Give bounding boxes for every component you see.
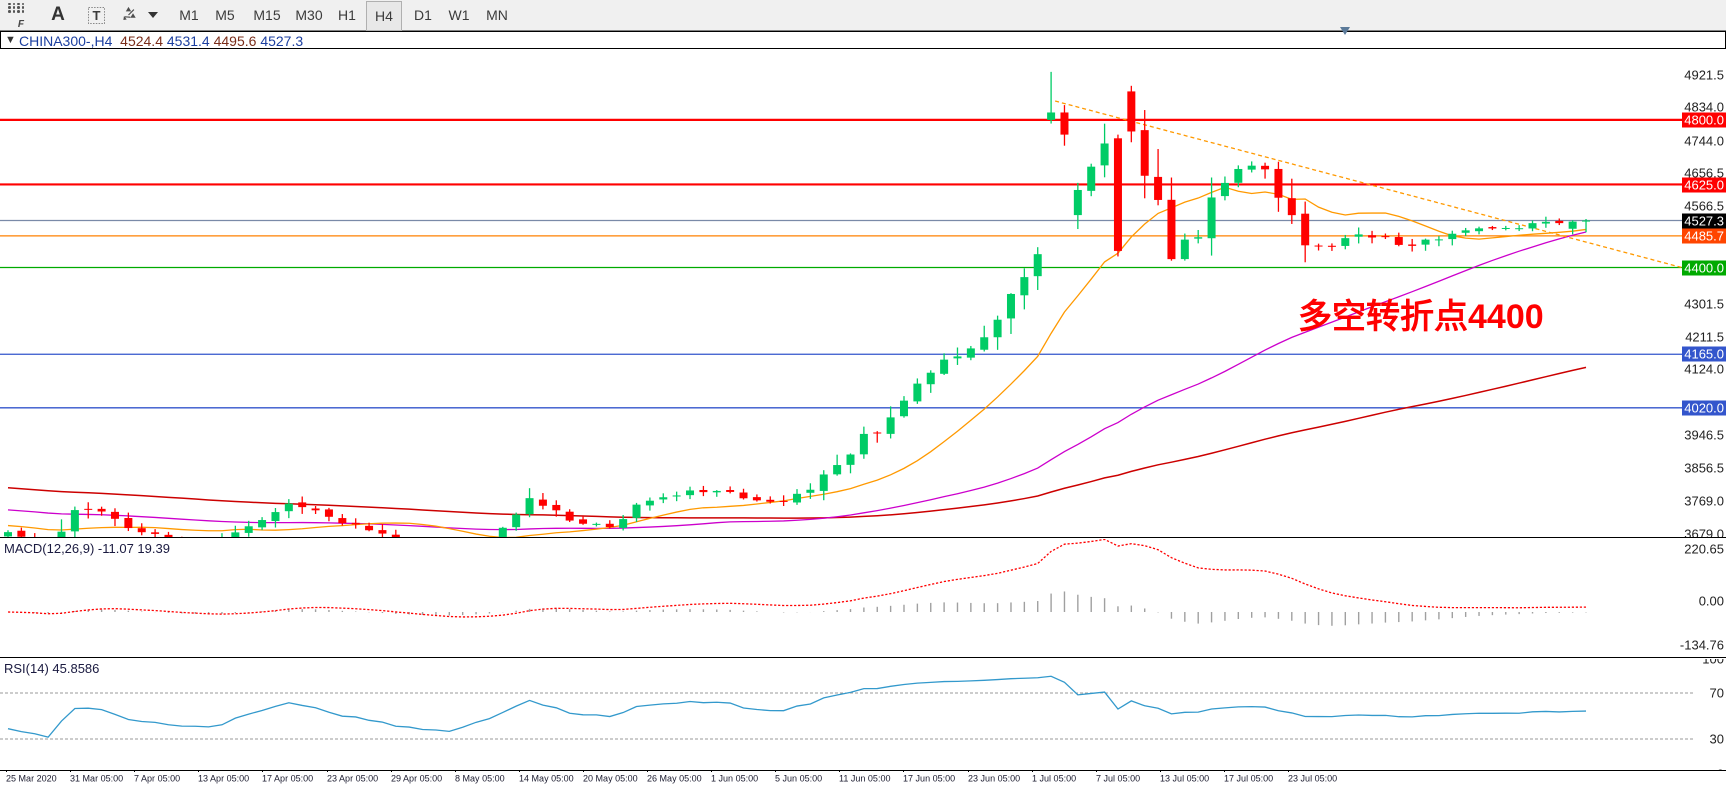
svg-text:T: T (93, 8, 101, 23)
